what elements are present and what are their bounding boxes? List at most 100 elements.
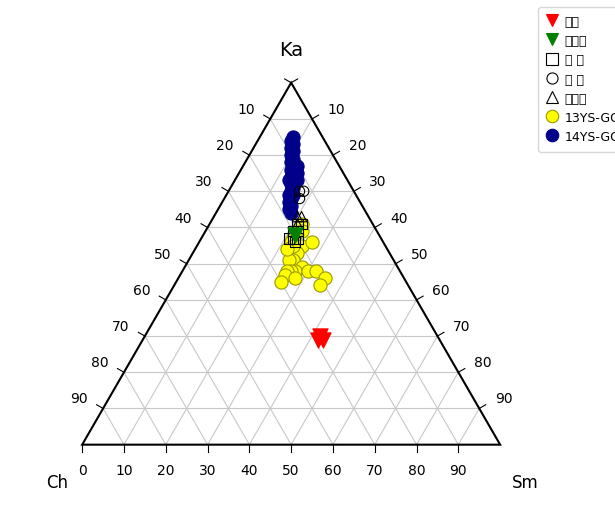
Point	[288, 140, 298, 148]
Point	[286, 209, 296, 217]
Legend: 황하, 양자강, 한 강, 금 강, 영산강, 13YS-GC, 14YS-GC: 황하, 양자강, 한 강, 금 강, 영산강, 13YS-GC, 14YS-GC	[539, 7, 615, 152]
Point	[288, 256, 298, 264]
Point	[295, 194, 304, 203]
Text: 80: 80	[408, 464, 426, 478]
Point	[296, 220, 306, 228]
Point	[288, 155, 298, 163]
Point	[290, 267, 300, 275]
Text: 50: 50	[411, 248, 429, 262]
Point	[288, 234, 298, 242]
Text: 10: 10	[237, 103, 255, 117]
Point	[284, 205, 294, 213]
Point	[290, 274, 300, 282]
Point	[288, 241, 298, 249]
Point	[296, 263, 306, 271]
Text: 90: 90	[70, 392, 87, 407]
Point	[303, 267, 313, 275]
Text: 20: 20	[349, 139, 366, 153]
Text: 40: 40	[175, 212, 192, 225]
Point	[293, 162, 303, 170]
Point	[317, 335, 327, 344]
Point	[284, 198, 294, 206]
Point	[293, 213, 303, 221]
Text: 30: 30	[199, 464, 216, 478]
Point	[296, 220, 306, 228]
Point	[286, 180, 296, 188]
Point	[288, 184, 298, 192]
Point	[311, 267, 321, 275]
Text: Ka: Ka	[279, 41, 303, 60]
Point	[296, 241, 306, 249]
Text: 60: 60	[432, 284, 450, 298]
Point	[286, 151, 296, 159]
Point	[284, 256, 294, 264]
Point	[288, 162, 298, 170]
Point	[290, 238, 300, 246]
Text: 50: 50	[154, 248, 171, 262]
Text: Ch: Ch	[46, 474, 68, 492]
Text: 10: 10	[328, 103, 345, 117]
Point	[288, 169, 298, 177]
Point	[299, 187, 309, 195]
Point	[296, 227, 306, 235]
Text: 80: 80	[91, 356, 108, 370]
Point	[286, 245, 296, 253]
Text: Sm: Sm	[512, 474, 539, 492]
Point	[290, 231, 300, 239]
Point	[286, 238, 296, 246]
Point	[284, 176, 294, 184]
Point	[293, 234, 303, 242]
Text: 30: 30	[196, 175, 213, 189]
Point	[288, 176, 298, 184]
Text: 30: 30	[370, 175, 387, 189]
Point	[290, 231, 300, 239]
Text: 80: 80	[474, 356, 491, 370]
Point	[288, 133, 298, 141]
Text: 10: 10	[115, 464, 133, 478]
Point	[286, 136, 296, 145]
Text: 70: 70	[112, 320, 129, 334]
Point	[286, 158, 296, 166]
Point	[284, 234, 294, 242]
Text: 90: 90	[450, 464, 467, 478]
Point	[282, 267, 292, 275]
Point	[295, 187, 304, 195]
Point	[293, 169, 303, 177]
Point	[293, 220, 303, 228]
Point	[293, 220, 303, 228]
Text: 60: 60	[133, 284, 150, 298]
Text: 50: 50	[282, 464, 300, 478]
Point	[314, 335, 323, 344]
Point	[288, 191, 298, 199]
Point	[282, 245, 292, 253]
Text: 70: 70	[366, 464, 384, 478]
Text: 40: 40	[240, 464, 258, 478]
Point	[320, 274, 330, 282]
Text: 20: 20	[216, 139, 234, 153]
Point	[288, 234, 298, 242]
Point	[286, 187, 296, 195]
Point	[280, 270, 290, 278]
Point	[286, 267, 296, 275]
Point	[288, 227, 298, 235]
Point	[307, 238, 317, 246]
Text: 20: 20	[157, 464, 175, 478]
Point	[293, 249, 303, 257]
Text: 70: 70	[453, 320, 470, 334]
Text: 40: 40	[391, 212, 408, 225]
Point	[286, 173, 296, 181]
Text: 90: 90	[495, 392, 512, 407]
Point	[293, 227, 303, 235]
Point	[286, 165, 296, 174]
Point	[286, 144, 296, 152]
Point	[296, 213, 306, 221]
Point	[315, 332, 325, 340]
Point	[288, 148, 298, 156]
Point	[293, 176, 303, 184]
Point	[276, 278, 285, 286]
Point	[286, 194, 296, 203]
Text: 0: 0	[78, 464, 87, 478]
Text: 60: 60	[324, 464, 342, 478]
Point	[315, 281, 325, 290]
Point	[286, 202, 296, 210]
